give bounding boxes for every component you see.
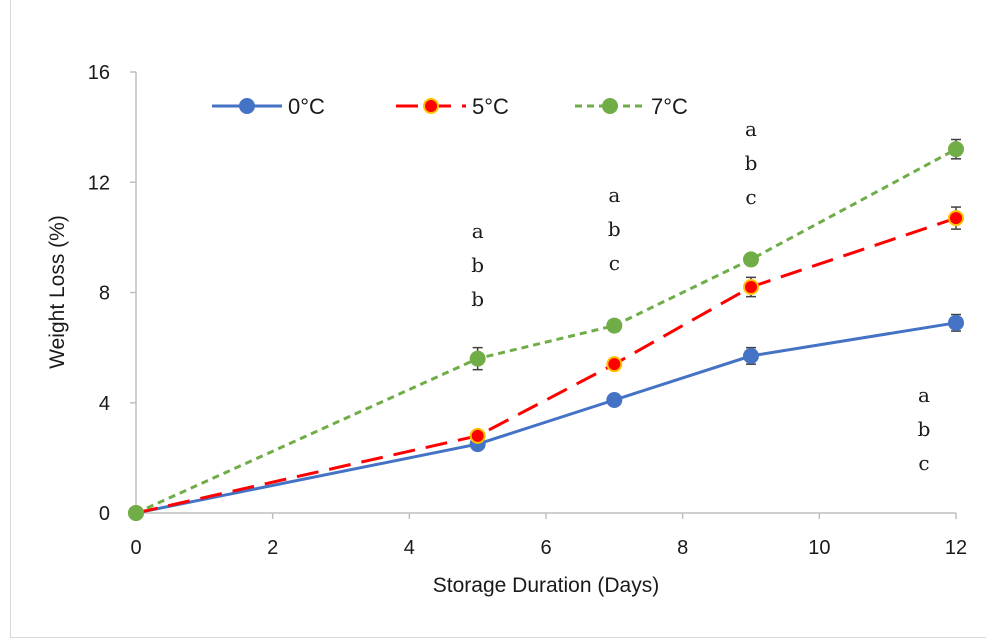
x-tick-label: 2	[267, 537, 278, 559]
y-tick-label: 0	[99, 503, 110, 525]
annotation-letter: a	[608, 183, 620, 207]
data-point	[948, 314, 964, 331]
data-point	[948, 210, 964, 227]
data-point	[743, 278, 759, 295]
annotation-letter: c	[745, 185, 756, 209]
annotation-letter: b	[745, 151, 758, 175]
annotation-letter: b	[471, 253, 484, 277]
data-point	[469, 350, 486, 367]
x-tick-label: 10	[808, 537, 830, 559]
axes: 0 4 8 12 16 0 2 4 6 8 10 12	[88, 62, 967, 559]
data-point	[469, 427, 486, 444]
x-tick-label: 4	[404, 537, 415, 559]
series-1	[128, 206, 964, 521]
annotation-letter: b	[918, 417, 931, 441]
legend-label: 0°C	[288, 94, 325, 119]
data-point	[743, 347, 759, 364]
x-axis-label: Storage Duration (Days)	[433, 574, 659, 597]
x-tick-label: 8	[677, 537, 688, 559]
legend-item-2: 7°C	[575, 94, 688, 119]
data-point	[743, 251, 759, 268]
y-axis-label: Weight Loss (%)	[46, 215, 69, 369]
data-point	[128, 505, 144, 521]
legend-item-0: 0°C	[212, 94, 325, 119]
annotation-letter: a	[745, 117, 757, 141]
series-line	[135, 216, 957, 515]
data-point	[606, 317, 623, 334]
series-0	[128, 313, 964, 521]
x-tick-label: 12	[945, 537, 967, 559]
legend-label: 5°C	[472, 94, 509, 119]
legend: 0°C 5°C 7°C	[212, 94, 688, 119]
annotation-letter: b	[471, 287, 484, 311]
annotation-letter: c	[609, 251, 620, 275]
series-group	[128, 138, 964, 521]
data-point	[606, 356, 623, 373]
data-point	[948, 141, 964, 158]
annotation-letter: a	[472, 219, 484, 243]
series-2	[128, 138, 964, 521]
annotation-letter: c	[918, 451, 929, 475]
series-line	[135, 147, 957, 515]
x-tick-label: 0	[130, 537, 141, 559]
x-tick-label: 6	[540, 537, 551, 559]
legend-label: 7°C	[651, 94, 688, 119]
y-tick-label: 8	[99, 283, 110, 305]
legend-marker	[602, 98, 618, 114]
y-tick-label: 12	[88, 172, 110, 194]
legend-item-1: 5°C	[396, 94, 509, 119]
data-point	[606, 391, 623, 408]
annotation-letter: b	[608, 217, 621, 241]
annotation-letter: a	[918, 383, 930, 407]
y-tick-label: 4	[99, 393, 110, 415]
series-line	[135, 321, 957, 515]
y-tick-label: 16	[88, 62, 110, 84]
legend-marker	[423, 98, 439, 114]
chart-frame	[10, 0, 986, 638]
legend-marker	[239, 98, 255, 114]
